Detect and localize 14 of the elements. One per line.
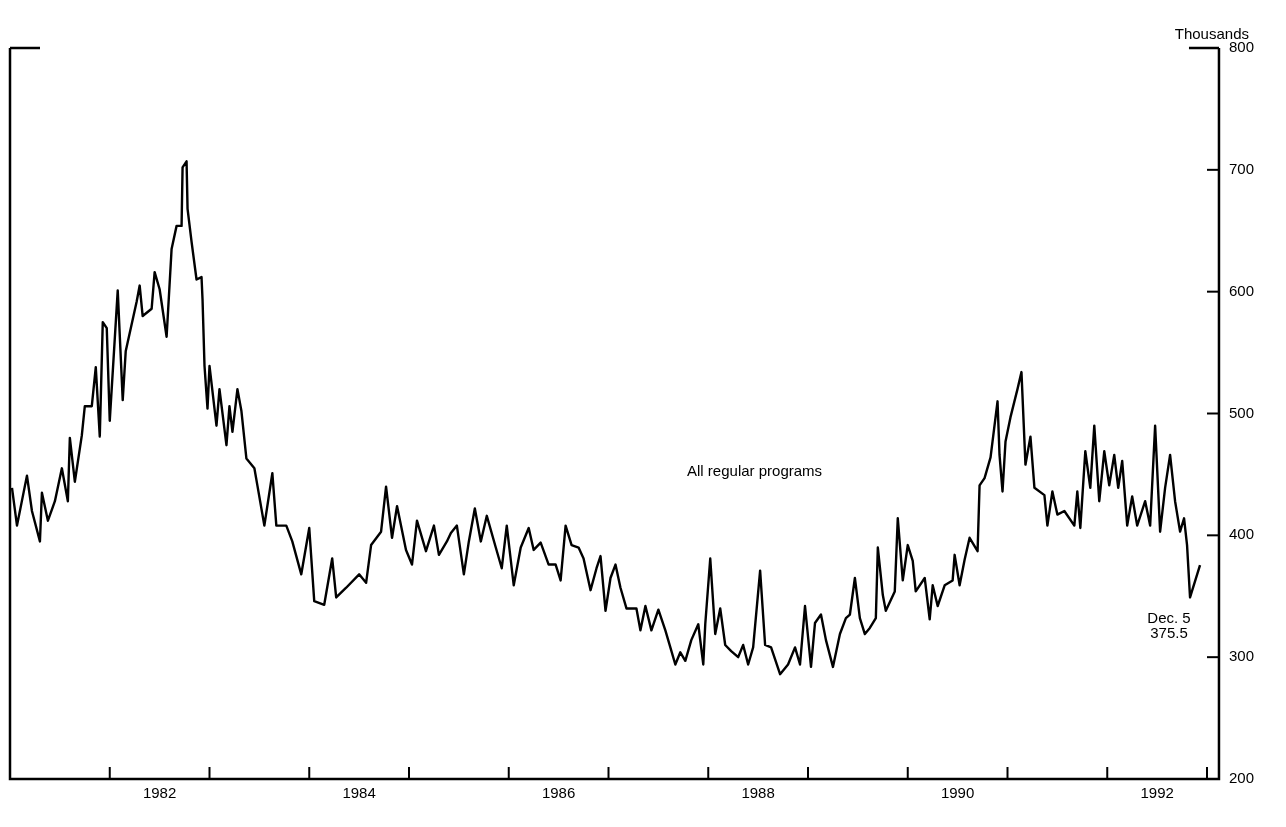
y-tick-label: 300 xyxy=(1228,647,1254,665)
y-tick-label: 500 xyxy=(1228,403,1254,421)
x-tick-label: 1982 xyxy=(142,784,177,802)
x-tick-label: 1984 xyxy=(342,784,376,802)
x-tick-label: 1992 xyxy=(1140,784,1174,802)
y-tick-label: 400 xyxy=(1228,525,1254,543)
x-tick-label: 1986 xyxy=(541,784,576,802)
x-tick-label: 1988 xyxy=(741,784,775,802)
y-tick-label: 600 xyxy=(1228,281,1254,299)
x-tick-label: 1990 xyxy=(940,784,975,802)
text: All regular programs xyxy=(687,462,823,480)
annotation: Dec. 5 375.5 xyxy=(1147,608,1191,641)
y-tick-label: 200 xyxy=(1228,769,1254,787)
y-tick-label: 700 xyxy=(1228,159,1254,177)
